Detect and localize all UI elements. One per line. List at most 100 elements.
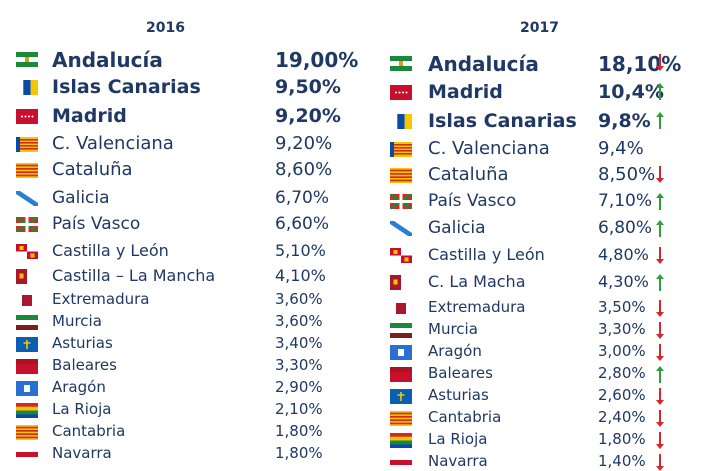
region-name: Islas Canarias	[52, 76, 201, 98]
castillaleon-flag	[390, 248, 412, 263]
region-value: 3,50%	[598, 298, 646, 316]
navarra-flag	[390, 455, 412, 470]
region-name: Castilla y León	[52, 241, 169, 260]
region-value: 6,60%	[275, 214, 330, 234]
region-name: Navarra	[428, 452, 488, 470]
region-value: 9,20%	[275, 133, 333, 154]
trend-down-arrow-icon	[656, 54, 664, 71]
region-value: 10,4%	[598, 81, 664, 103]
andalucia-flag	[390, 56, 412, 71]
trend-down-arrow-icon	[656, 454, 664, 471]
trend-down-arrow-icon	[656, 300, 664, 317]
paisvasco-flag	[390, 194, 412, 209]
region-value: 2,60%	[598, 386, 646, 404]
region-value: 1,40%	[598, 452, 646, 470]
region-name: Andalucía	[52, 48, 163, 72]
canarias-flag	[390, 114, 412, 129]
region-value: 3,60%	[275, 290, 323, 308]
galicia-flag	[16, 191, 38, 206]
region-name: Asturias	[428, 386, 489, 404]
trend-down-arrow-icon	[656, 344, 664, 361]
region-name: Baleares	[52, 356, 117, 374]
canarias-flag	[16, 80, 38, 95]
galicia-flag	[390, 221, 412, 236]
region-value: 2,40%	[598, 408, 646, 426]
region-value: 9,8%	[598, 110, 651, 132]
region-name: Castilla y León	[428, 245, 545, 264]
region-name: C. La Macha	[428, 272, 526, 291]
region-value: 18,10%	[598, 52, 682, 76]
region-name: Murcia	[52, 312, 102, 330]
region-name: Aragón	[52, 378, 106, 396]
trend-down-arrow-icon	[656, 166, 664, 183]
cataluna-flag	[16, 163, 38, 178]
trend-up-arrow-icon	[656, 193, 664, 210]
madrid-flag	[16, 109, 38, 124]
region-value: 4,10%	[275, 266, 326, 285]
extremadura-flag	[390, 301, 412, 316]
trend-up-arrow-icon	[656, 112, 664, 129]
region-name: Extremadura	[52, 290, 150, 308]
asturias-flag	[390, 389, 412, 404]
castillamancha-flag	[390, 275, 412, 290]
region-value: 9,50%	[275, 76, 341, 98]
aragon-flag	[390, 345, 412, 360]
region-value: 2,10%	[275, 400, 323, 418]
region-name: Aragón	[428, 342, 482, 360]
andalucia-flag	[16, 52, 38, 67]
region-value: 1,80%	[275, 422, 323, 440]
region-name: C. Valenciana	[428, 138, 550, 159]
cataluna-flag	[390, 168, 412, 183]
region-name: Navarra	[52, 444, 112, 462]
region-name: Madrid	[52, 105, 127, 127]
region-name: País Vasco	[428, 191, 517, 211]
region-name: Galicia	[52, 188, 110, 208]
region-name: Castilla – La Mancha	[52, 266, 216, 285]
region-value: 7,10%	[598, 191, 653, 211]
castillaleon-flag	[16, 244, 38, 259]
trend-down-arrow-icon	[656, 247, 664, 264]
region-value: 3,30%	[598, 320, 646, 338]
region-name: Cataluña	[52, 159, 133, 180]
region-name: Cantabria	[428, 408, 502, 426]
year-header-2017: 2017	[520, 20, 559, 36]
region-value: 2,90%	[275, 378, 323, 396]
murcia-flag	[16, 315, 38, 330]
valencia-flag	[16, 137, 38, 152]
trend-down-arrow-icon	[656, 432, 664, 449]
extremadura-flag	[16, 293, 38, 308]
region-name: Cantabria	[52, 422, 126, 440]
region-name: La Rioja	[428, 430, 488, 448]
region-name: Murcia	[428, 320, 478, 338]
region-name: Asturias	[52, 334, 113, 352]
baleares-flag	[16, 359, 38, 374]
aragon-flag	[16, 381, 38, 396]
region-value: 6,70%	[275, 188, 330, 208]
trend-up-arrow-icon	[656, 83, 664, 100]
region-name: Galicia	[428, 218, 486, 238]
madrid-flag	[390, 85, 412, 100]
region-name: Baleares	[428, 364, 493, 382]
year-header-2016: 2016	[146, 20, 185, 36]
region-value: 3,30%	[275, 356, 323, 374]
region-value: 1,80%	[275, 444, 323, 462]
trend-up-arrow-icon	[656, 366, 664, 383]
region-value: 4,30%	[598, 272, 649, 291]
region-name: Andalucía	[428, 52, 539, 76]
trend-down-arrow-icon	[656, 388, 664, 405]
cantabria-flag	[16, 425, 38, 440]
region-value: 5,10%	[275, 241, 326, 260]
region-value: 19,00%	[275, 48, 359, 72]
region-value: 3,00%	[598, 342, 646, 360]
larioja-flag	[16, 403, 38, 418]
region-value: 2,80%	[598, 364, 646, 382]
region-value: 8,60%	[275, 159, 333, 180]
region-name: País Vasco	[52, 214, 141, 234]
trend-up-arrow-icon	[656, 220, 664, 237]
asturias-flag	[16, 337, 38, 352]
navarra-flag	[16, 447, 38, 462]
castillamancha-flag	[16, 269, 38, 284]
trend-down-arrow-icon	[656, 322, 664, 339]
region-value: 1,80%	[598, 430, 646, 448]
region-value: 9,4%	[598, 138, 644, 159]
